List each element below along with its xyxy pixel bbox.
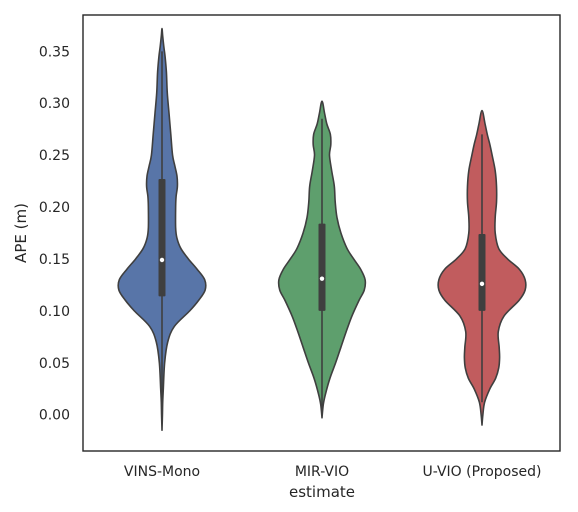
- y-tick-label: 0.00: [39, 408, 70, 424]
- violin-iqr-box: [318, 223, 326, 311]
- y-tick-label: 0.05: [39, 356, 70, 372]
- y-tick-label: 0.25: [39, 148, 70, 164]
- y-axis-label: APE (m): [12, 203, 30, 263]
- x-tick-label: U-VIO (Proposed): [422, 464, 541, 480]
- x-axis-label: estimate: [289, 483, 355, 501]
- y-tick-label: 0.30: [39, 96, 70, 112]
- y-axis-ticks: 0.00 0.05 0.10 0.15 0.20 0.25 0.30 0.35: [39, 44, 70, 423]
- x-tick-label: VINS-Mono: [124, 464, 200, 480]
- y-tick-label: 0.35: [39, 44, 70, 60]
- y-tick-label: 0.15: [39, 252, 70, 268]
- violins-layer: [117, 27, 527, 432]
- violin-median-point: [319, 276, 325, 281]
- violin-median-point: [159, 257, 165, 263]
- violin-iqr-box: [158, 179, 166, 297]
- x-axis-ticks: VINS-Mono MIR-VIO U-VIO (Proposed): [124, 464, 542, 480]
- violin-median-point: [479, 281, 485, 287]
- violin-iqr-box: [478, 234, 486, 311]
- y-tick-label: 0.10: [39, 304, 70, 320]
- y-tick-label: 0.20: [39, 200, 70, 216]
- plot-frame: [82, 14, 561, 452]
- x-tick-label: MIR-VIO: [295, 464, 349, 480]
